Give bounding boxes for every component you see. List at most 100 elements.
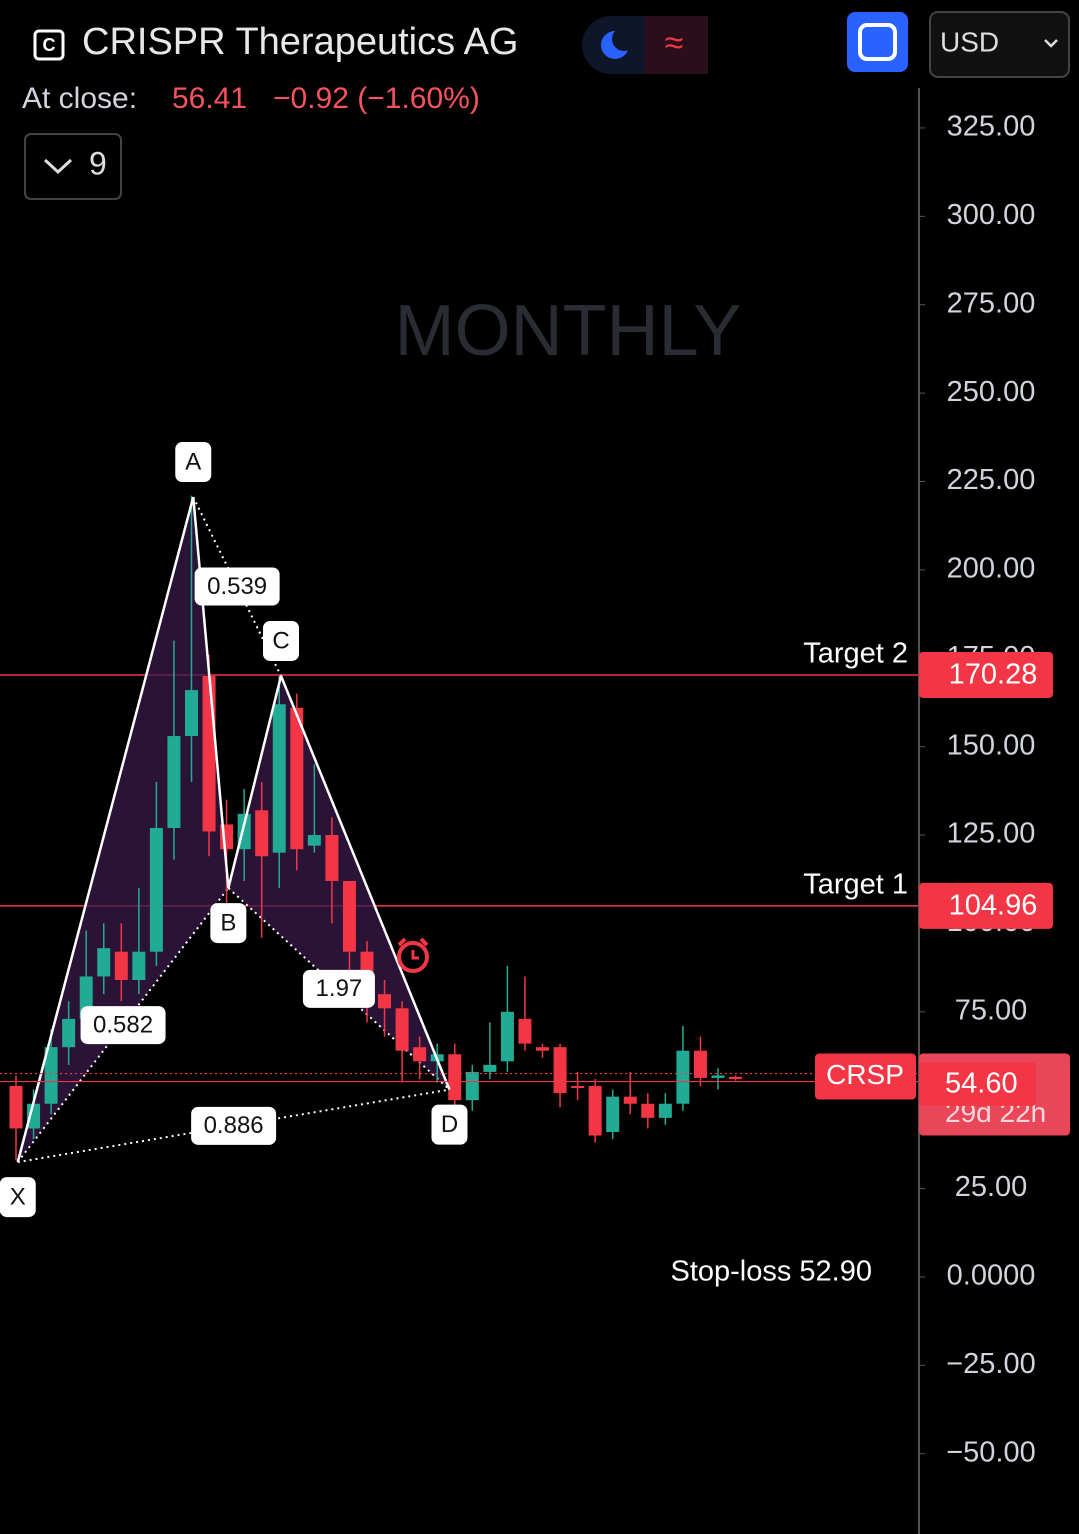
point-label: A: [185, 448, 201, 475]
ratio-label: 0.582: [93, 1011, 153, 1038]
candle-body: [448, 1054, 462, 1101]
point-label: X: [10, 1183, 26, 1210]
ratio-label: 0.886: [204, 1112, 264, 1139]
candle-body: [465, 1071, 479, 1101]
candle-body: [518, 1018, 532, 1044]
y-tick-label: 0.0000: [947, 1260, 1036, 1292]
svg-text:≈: ≈: [665, 24, 684, 62]
candle-body: [97, 948, 111, 977]
ratio-box: [191, 1106, 277, 1145]
point-box: [263, 620, 300, 661]
close-price: 56.41: [172, 82, 247, 115]
pattern-leg: [279, 675, 451, 1091]
y-tick-label: 325.00: [947, 111, 1036, 143]
candle-body: [729, 1076, 743, 1079]
pattern-ratio-line: [227, 887, 451, 1091]
indicator-count: 9: [89, 145, 107, 181]
point-box: [210, 903, 247, 944]
ratio-box: [302, 969, 375, 1008]
pattern-fill: [17, 497, 229, 1163]
candle-body: [676, 1050, 690, 1104]
y-tick-label: 300.00: [947, 199, 1036, 231]
candle-body: [658, 1103, 672, 1118]
candle-body: [202, 675, 216, 832]
y-tick-label: 150.00: [947, 729, 1036, 761]
candle-body: [500, 1011, 514, 1062]
candle-body: [413, 1047, 427, 1062]
indicators-toggle[interactable]: 9: [24, 133, 122, 200]
currency-select[interactable]: USD: [929, 11, 1070, 78]
price-badge: [919, 651, 1053, 698]
ratio-label: 0.539: [207, 573, 267, 600]
y-tick-label: −50.00: [946, 1436, 1036, 1468]
y-tick-label: 275.00: [947, 287, 1036, 319]
point-box: [175, 442, 212, 483]
watermark: MONTHLY: [395, 291, 742, 371]
pattern-ratio-line: [17, 1088, 450, 1164]
candle-body: [553, 1047, 567, 1094]
candle-body: [693, 1050, 707, 1078]
point-label: B: [220, 909, 236, 936]
y-tick-label: 200.00: [947, 553, 1036, 585]
symbol-icon: C: [33, 29, 65, 61]
candle-body: [623, 1096, 637, 1104]
candle-body: [167, 736, 181, 828]
candle-body: [307, 835, 321, 846]
low-badge-label: 54.60: [945, 1068, 1018, 1100]
candle-body: [185, 690, 198, 737]
plot: Target 2 Target 1 0.539 0.582 1.97 0.886 X A B C D…: [0, 442, 919, 1288]
close-label: At close:: [22, 82, 137, 115]
price-badge-label: 104.96: [949, 890, 1038, 922]
price-badge-label: 170.28: [949, 659, 1038, 691]
candle-body: [536, 1047, 549, 1051]
candle-body: [342, 881, 356, 952]
candle-body: [588, 1086, 602, 1136]
candle-body: [255, 810, 269, 857]
candle-body: [272, 704, 286, 853]
close-change: −0.92 (−1.60%): [273, 82, 480, 115]
y-tick-label: 225.00: [947, 464, 1036, 496]
theme-toggle[interactable]: ≈: [582, 16, 708, 74]
candle-body: [378, 994, 392, 1009]
candle-body: [641, 1103, 655, 1118]
candle-body: [9, 1086, 23, 1129]
target-label: Target 2: [803, 638, 908, 670]
candle-body: [290, 707, 304, 850]
alarm-icon: [397, 937, 429, 973]
candle-body: [711, 1075, 725, 1078]
symbol-badge-label: CRSP: [826, 1059, 904, 1090]
point-label: D: [441, 1111, 458, 1138]
target-label: Target 1: [803, 869, 908, 901]
pattern-leg: [16, 496, 195, 1163]
currency: USD: [940, 26, 999, 57]
point-label: C: [272, 627, 289, 654]
candle-body: [132, 951, 146, 980]
symbol-badge: [815, 1053, 916, 1100]
candle-body: [149, 827, 163, 952]
candle-body: [571, 1086, 585, 1089]
y-tick-label: 250.00: [947, 376, 1036, 408]
ratio-box: [194, 567, 280, 606]
ratio-label: 1.97: [316, 975, 363, 1002]
price-badge: [919, 882, 1053, 929]
y-tick-label: 25.00: [955, 1171, 1028, 1203]
candle-body: [395, 1008, 409, 1051]
svg-text:C: C: [43, 35, 56, 55]
y-tick-label: 75.00: [955, 994, 1028, 1026]
fullscreen-button[interactable]: [847, 12, 908, 72]
y-tick-label: −25.00: [946, 1348, 1036, 1380]
ratio-box: [80, 1006, 166, 1045]
candle-body: [483, 1064, 497, 1072]
point-box: [431, 1104, 468, 1145]
y-tick-label: 125.00: [947, 818, 1036, 850]
low-badge: [919, 1061, 1036, 1106]
symbol-title: CRISPR Therapeutics AG: [82, 21, 518, 63]
candle-body: [606, 1096, 620, 1133]
candle-body: [62, 1018, 76, 1048]
stop-loss-label: Stop-loss 52.90: [670, 1256, 872, 1288]
candle-body: [325, 835, 339, 882]
point-box: [0, 1177, 36, 1218]
pattern-leg: [192, 496, 230, 889]
